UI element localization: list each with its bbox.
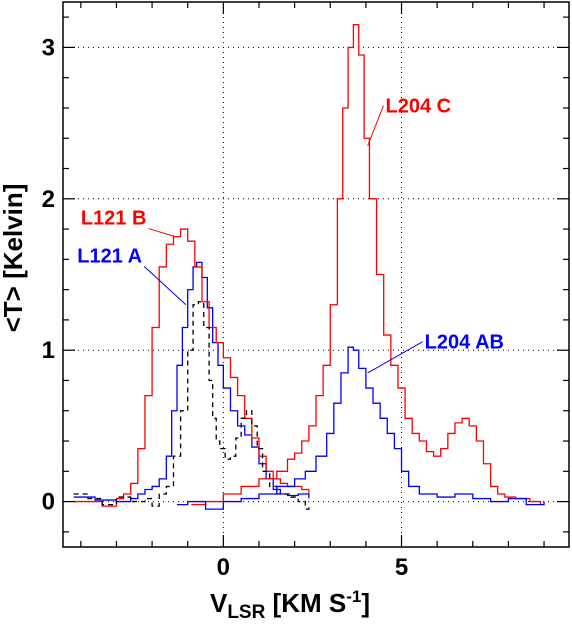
annotation-l204-c: L204 C — [385, 96, 451, 118]
x-axis-title-sub: LSR — [227, 602, 265, 623]
x-axis-title-unit: [KM S — [265, 588, 346, 618]
x-tick-label: 0 — [217, 554, 230, 581]
x-axis-title-main: V — [210, 588, 228, 618]
y-tick-label: 0 — [42, 489, 55, 516]
x-axis-title: VLSR [KM S-1] — [210, 587, 370, 623]
annotation-leader — [143, 266, 187, 306]
annotations: L121 B L121 A L204 C L204 AB — [77, 96, 504, 374]
plot-frame — [62, 1, 570, 548]
y-tick-label: 1 — [42, 337, 55, 364]
y-axis-title: <T> [Kelvin] — [0, 184, 28, 333]
annotation-l204-ab: L204 AB — [425, 332, 504, 354]
series-line-l204-c — [191, 24, 542, 506]
series-line-l121-a — [73, 261, 310, 503]
annotation-l121-b: L121 B — [81, 208, 147, 230]
annotation-l121-a: L121 A — [77, 245, 142, 267]
annotation-leader — [148, 228, 176, 238]
series-line-unlabeled-2 — [73, 301, 310, 510]
series-layer — [73, 24, 545, 510]
series-line-l121-b — [73, 228, 310, 507]
annotation-leader — [367, 105, 384, 147]
grid — [63, 2, 569, 547]
x-tick-label: 5 — [395, 554, 408, 581]
series-line-l204-ab — [177, 346, 545, 510]
y-tick-label: 2 — [42, 186, 55, 213]
x-axis-title-sup: -1 — [346, 587, 361, 606]
y-tick-label: 3 — [42, 34, 55, 61]
annotation-leader — [367, 341, 423, 374]
axis-ticks: 0 5 0 1 2 3 — [42, 2, 569, 581]
x-axis-title-close: ] — [361, 588, 370, 618]
